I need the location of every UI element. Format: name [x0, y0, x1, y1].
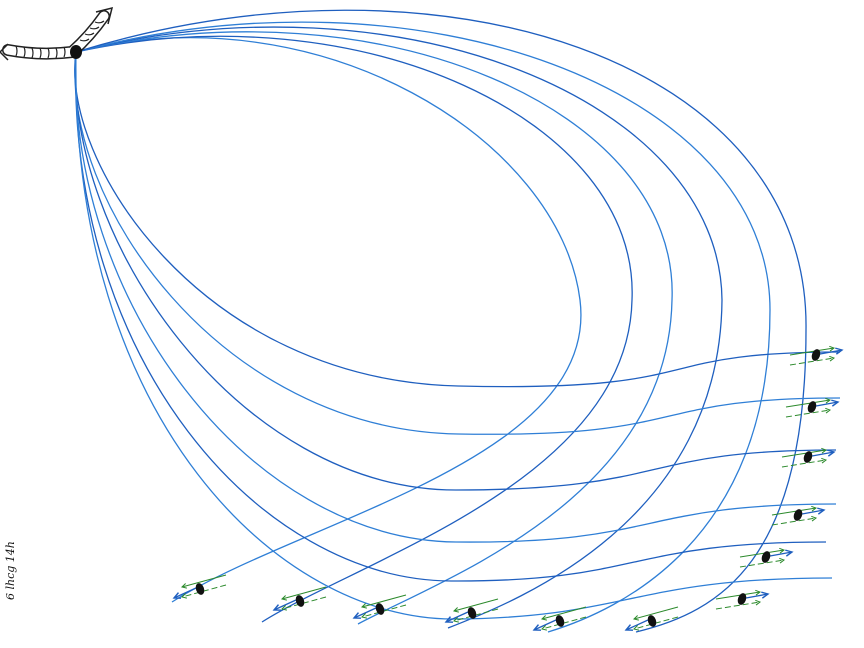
particle-icon: [761, 551, 771, 563]
particle-endpoint: [781, 447, 836, 468]
particle-endpoint: [785, 397, 840, 418]
particle-endpoint: [444, 598, 499, 623]
field-line: [75, 51, 827, 582]
source-tube-icon: [0, 6, 114, 61]
field-line: [75, 51, 837, 543]
source-arrow-icon: [0, 43, 9, 61]
source-point-icon: [70, 45, 82, 59]
field-line: [74, 51, 837, 491]
field-line: [75, 26, 723, 629]
particle-endpoint: [532, 606, 587, 631]
field-line: [74, 51, 841, 435]
field-line: [75, 9, 807, 633]
particle-endpoint: [272, 586, 327, 611]
particle-endpoint: [352, 594, 407, 619]
bottom-endpoints: [172, 574, 679, 631]
particle-icon: [467, 607, 477, 619]
particle-icon: [807, 401, 817, 413]
particle-endpoint: [771, 505, 826, 526]
particle-icon: [803, 451, 813, 463]
particle-endpoint: [624, 606, 679, 631]
particle-endpoint: [715, 589, 770, 610]
particle-endpoint: [789, 345, 844, 366]
particle-icon: [737, 593, 747, 605]
particle-icon: [375, 603, 385, 615]
field-line: [75, 51, 833, 620]
particle-icon: [195, 583, 205, 595]
particle-endpoint: [739, 547, 794, 568]
particle-icon: [555, 615, 565, 627]
field-line: [75, 31, 673, 625]
field-lines: [74, 9, 841, 633]
particle-icon: [295, 595, 305, 607]
particle-icon: [793, 509, 803, 521]
signature: 6 lhcg 14h: [4, 541, 17, 600]
field-line: [74, 51, 841, 388]
particle-icon: [647, 615, 657, 627]
field-line: [75, 21, 771, 633]
right-endpoints: [715, 345, 844, 610]
field-line: [75, 37, 582, 603]
particle-endpoint: [172, 574, 227, 599]
field-line: [75, 35, 633, 623]
particle-icon: [811, 349, 821, 361]
